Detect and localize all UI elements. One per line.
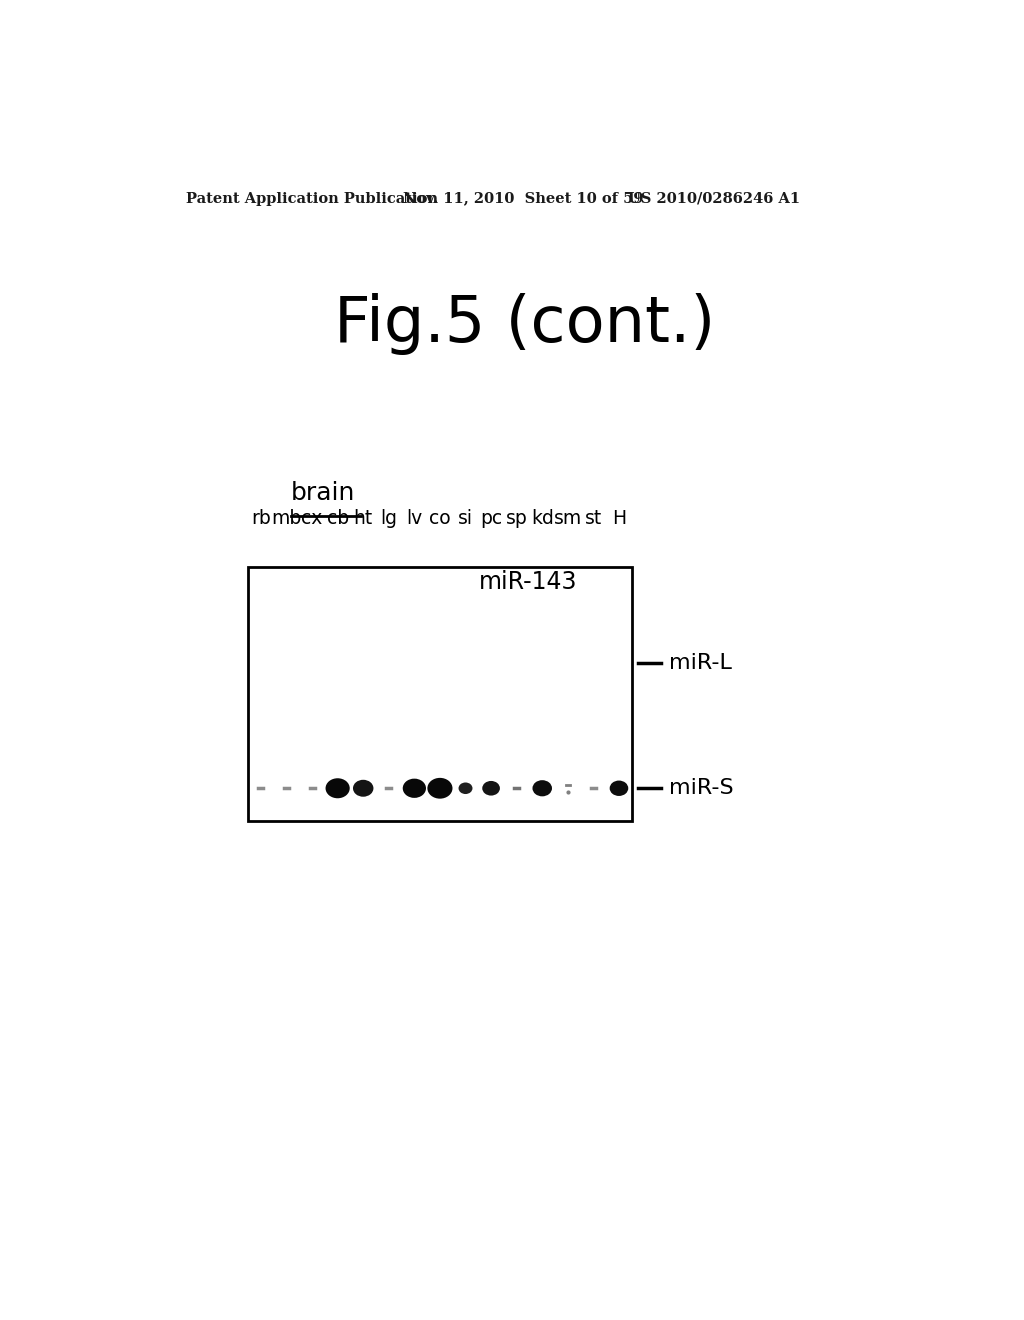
Text: st: st bbox=[585, 510, 602, 528]
Text: kd: kd bbox=[530, 510, 554, 528]
Text: lg: lg bbox=[380, 510, 397, 528]
Ellipse shape bbox=[609, 780, 629, 796]
Text: si: si bbox=[458, 510, 473, 528]
Ellipse shape bbox=[532, 780, 552, 796]
Text: co: co bbox=[429, 510, 451, 528]
Ellipse shape bbox=[427, 777, 453, 799]
Text: lv: lv bbox=[407, 510, 423, 528]
Text: US 2010/0286246 A1: US 2010/0286246 A1 bbox=[628, 191, 800, 206]
Text: brain: brain bbox=[291, 480, 355, 506]
Text: miR-L: miR-L bbox=[669, 653, 732, 673]
Text: H: H bbox=[612, 510, 626, 528]
Ellipse shape bbox=[482, 781, 500, 796]
Text: miR-143: miR-143 bbox=[479, 570, 578, 594]
Text: ht: ht bbox=[353, 510, 373, 528]
Ellipse shape bbox=[326, 779, 350, 799]
Text: Nov. 11, 2010  Sheet 10 of 59: Nov. 11, 2010 Sheet 10 of 59 bbox=[403, 191, 644, 206]
Text: pc: pc bbox=[480, 510, 502, 528]
Text: miR-S: miR-S bbox=[669, 779, 733, 799]
Ellipse shape bbox=[402, 779, 426, 797]
Ellipse shape bbox=[459, 783, 472, 795]
Text: cb: cb bbox=[327, 510, 349, 528]
Bar bbox=[248, 566, 632, 821]
Text: Fig.5 (cont.): Fig.5 (cont.) bbox=[334, 293, 716, 355]
Text: rb: rb bbox=[251, 510, 270, 528]
Ellipse shape bbox=[353, 780, 374, 797]
Text: Patent Application Publication: Patent Application Publication bbox=[186, 191, 438, 206]
Text: sm: sm bbox=[554, 510, 582, 528]
Text: cx: cx bbox=[301, 510, 323, 528]
Text: sp: sp bbox=[506, 510, 527, 528]
Text: mb: mb bbox=[271, 510, 302, 528]
